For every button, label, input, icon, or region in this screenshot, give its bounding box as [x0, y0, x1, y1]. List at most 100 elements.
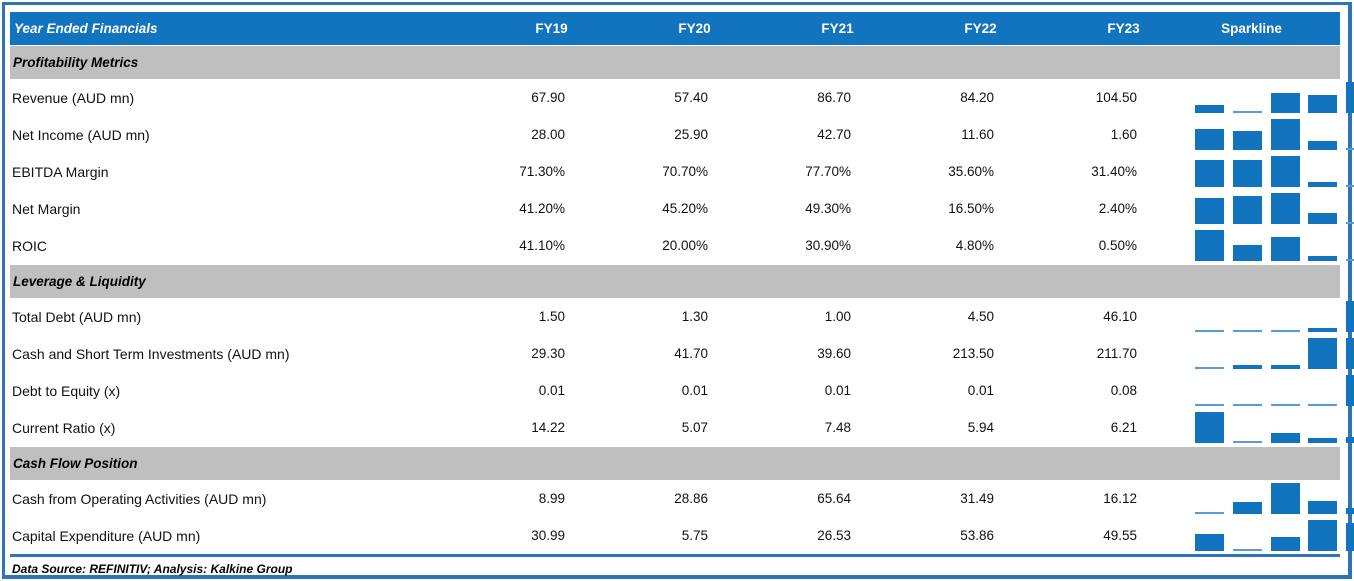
sparkline-bar: [1270, 93, 1300, 113]
sparkline-bar: [1232, 404, 1262, 406]
value-cell: 30.99: [531, 528, 565, 543]
sparkline-chart: [1195, 409, 1354, 446]
sparkline-bar: [1308, 520, 1338, 551]
value-cell: 71.30%: [519, 164, 565, 179]
value-cell: 28.00: [531, 127, 565, 142]
value-cell: 20.00%: [662, 238, 708, 253]
value-cell: 0.01: [824, 383, 851, 398]
sparkline-bar: [1195, 404, 1224, 406]
sparkline-bar: [1195, 367, 1224, 369]
value-cell: 49.30%: [805, 201, 851, 216]
value-cell: 86.70: [817, 90, 851, 105]
table-row: EBITDA Margin 71.30% 70.70% 77.70% 35.60% 31.…: [10, 153, 1354, 190]
value-cell: 70.70%: [662, 164, 708, 179]
sparkline-bar: [1308, 94, 1338, 113]
value-cell: 211.70: [1096, 346, 1137, 361]
table-row: Net Margin 41.20% 45.20% 49.30% 16.50% 2.40%: [10, 190, 1354, 227]
row-label: ROIC: [12, 237, 47, 254]
sparkline-cell: [1195, 298, 1354, 335]
sparkline-chart: [1195, 480, 1354, 517]
sparkline-bar: [1308, 500, 1338, 514]
value-cell: 41.70: [674, 346, 708, 361]
sparkline-chart: [1195, 335, 1354, 372]
value-cell: 39.60: [817, 346, 851, 361]
section-header: Leverage & Liquidity: [10, 265, 1340, 298]
value-cell: 57.40: [674, 90, 708, 105]
table-row: Revenue (AUD mn) 67.90 57.40 86.70 84.20 104.…: [10, 79, 1354, 116]
table-row: Net Income (AUD mn) 28.00 25.90 42.70 11.60 1…: [10, 116, 1354, 153]
sparkline-bar: [1308, 255, 1338, 261]
value-cell: 4.50: [967, 309, 994, 324]
value-cell: 0.50%: [1098, 238, 1137, 253]
sparkline-cell: [1195, 480, 1354, 517]
value-cell: 67.90: [531, 90, 565, 105]
sparkline-bar: [1270, 404, 1300, 406]
source-note: Data Source: REFINITIV; Analysis: Kalkin…: [12, 561, 293, 576]
sparkline-chart: [1195, 517, 1354, 554]
row-label: Net Income (AUD mn): [12, 126, 150, 143]
sparkline-cell: [1195, 190, 1354, 227]
value-cell: 0.01: [967, 383, 994, 398]
sparkline-cell: [1195, 153, 1354, 190]
column-header-fy23: FY23: [1107, 21, 1140, 36]
sparkline-chart: [1195, 298, 1354, 335]
sparkline-bar: [1270, 365, 1300, 369]
value-cell: 0.01: [538, 383, 565, 398]
sparkline-bar: [1232, 501, 1262, 514]
sparkline-cell: [1195, 372, 1354, 409]
sparkline-bar: [1195, 533, 1224, 551]
footer-divider: [10, 554, 1340, 557]
table-row: Capital Expenditure (AUD mn) 30.99 5.75 26.…: [10, 517, 1354, 554]
sparkline-bar: [1270, 330, 1300, 332]
table-row: Debt to Equity (x) 0.01 0.01 0.01 0.01 0.08: [10, 372, 1354, 409]
sparkline-chart: [1195, 116, 1354, 153]
sparkline-bar: [1308, 213, 1338, 224]
value-cell: 65.64: [817, 491, 851, 506]
column-header-fy21: FY21: [821, 21, 854, 36]
value-cell: 8.99: [538, 491, 565, 506]
value-cell: 25.90: [674, 127, 708, 142]
value-cell: 84.20: [960, 90, 994, 105]
value-cell: 46.10: [1103, 309, 1137, 324]
sparkline-bar: [1232, 195, 1262, 224]
sparkline-bar: [1308, 140, 1338, 150]
value-cell: 42.70: [817, 127, 851, 142]
table-row: Cash and Short Term Investments (AUD mn)…: [10, 335, 1354, 372]
sparkline-bar: [1346, 82, 1354, 113]
sparkline-bar: [1346, 222, 1354, 224]
value-cell: 4.80%: [955, 238, 994, 253]
sparkline-bar: [1270, 119, 1300, 150]
sparkline-bar: [1232, 549, 1262, 551]
row-label: Current Ratio (x): [12, 419, 116, 436]
value-cell: 1.50: [538, 309, 565, 324]
sparkline-bar: [1232, 111, 1262, 113]
value-cell: 26.53: [817, 528, 851, 543]
value-cell: 28.86: [674, 491, 708, 506]
section-header: Cash Flow Position: [10, 447, 1340, 480]
sparkline-chart: [1195, 79, 1354, 116]
sparkline-bar: [1270, 193, 1300, 224]
sparkline-bar: [1270, 237, 1300, 261]
sparkline-bar: [1346, 185, 1354, 187]
sparkline-chart: [1195, 190, 1354, 227]
table-row: Total Debt (AUD mn) 1.50 1.30 1.00 4.50 46.10: [10, 298, 1354, 335]
sparkline-bar: [1346, 437, 1354, 443]
value-cell: 104.50: [1095, 90, 1137, 105]
sparkline-bar: [1346, 301, 1354, 332]
row-label: Net Margin: [12, 200, 81, 217]
sparkline-bar: [1195, 329, 1224, 332]
value-cell: 45.20%: [662, 201, 708, 216]
value-cell: 0.01: [681, 383, 708, 398]
sparkline-bar: [1232, 130, 1262, 150]
sparkline-bar: [1270, 433, 1300, 443]
sparkline-bar: [1195, 230, 1224, 261]
sparkline-chart: [1195, 372, 1354, 409]
value-cell: 53.86: [960, 528, 994, 543]
sparkline-bar: [1308, 438, 1338, 443]
sparkline-bar: [1308, 404, 1338, 406]
sparkline-bar: [1308, 338, 1338, 369]
sparkline-bar: [1346, 522, 1354, 551]
sparkline-bar: [1270, 536, 1300, 551]
column-header-sparkline: Sparkline: [1221, 21, 1282, 36]
row-label: Revenue (AUD mn): [12, 89, 135, 106]
